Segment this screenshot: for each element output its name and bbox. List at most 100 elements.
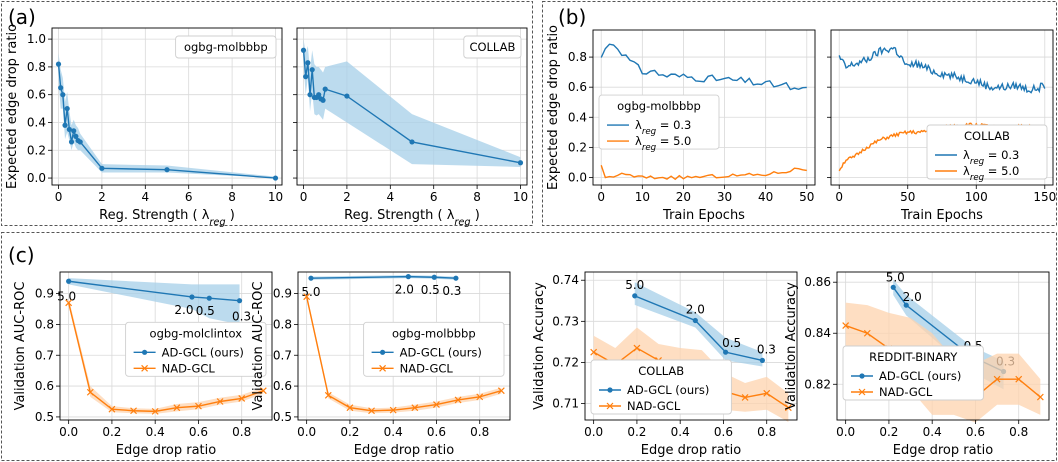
series-1-point: [453, 275, 459, 281]
y-tick-label: 0.8: [568, 50, 587, 64]
x-tick-label: 4: [141, 190, 149, 204]
legend-marker: [141, 364, 149, 372]
series-1-point: [99, 165, 105, 171]
x-tick-label: 0.4: [671, 425, 690, 439]
y-tick-label: 0.0: [568, 170, 587, 184]
series-2-point: [324, 391, 332, 399]
x-tick-label: 10: [635, 190, 650, 204]
x-tick-label: 6: [185, 190, 193, 204]
y-tick-label: 0.5: [273, 410, 292, 424]
y-tick-label: 0.8: [273, 317, 292, 331]
panel-a-frame: [1, 1, 533, 226]
x-tick-label: 0.0: [59, 425, 78, 439]
series-1-point: [903, 302, 909, 308]
y-tick-label: 0.9: [35, 287, 54, 301]
x-tick-label: 40: [758, 190, 773, 204]
series-2-point: [433, 401, 440, 409]
y-tick-label: 0.8: [27, 60, 46, 74]
y-tick-label: 1.0: [27, 32, 46, 46]
series-2-point: [633, 344, 641, 352]
y-tick-label: 0.84: [804, 326, 831, 340]
series-2-point: [216, 398, 224, 405]
series-1-line: [57, 64, 276, 179]
series-2-point: [993, 375, 1001, 383]
point-label: 2.0: [686, 303, 705, 317]
series-2-point: [784, 404, 792, 412]
series-2-point: [411, 404, 419, 412]
legend-label: λreg = 0.3: [963, 148, 1019, 167]
y-tick-label: 0.7: [35, 348, 54, 362]
axes-box: [836, 271, 1050, 421]
series-1-point: [236, 298, 243, 304]
y-tick-label: 0.4: [568, 110, 587, 124]
point-label: 5.0: [886, 270, 905, 284]
series-2-point: [476, 393, 484, 401]
axes-box: [296, 27, 528, 186]
x-tick-label: 6: [430, 190, 438, 204]
chart-7: 5.0 2.0 0.5 0.3 0.0 0.2 0.4 0.6 0.8 0.71 0.72 0.73 0…: [532, 271, 798, 458]
legend-marker: [859, 373, 865, 379]
x-tick-label: 0.4: [384, 425, 403, 439]
series-1-point: [308, 275, 314, 281]
legend: ogbg-molclintox AD-GCL (ours) NAD-GCL: [125, 321, 267, 377]
point-label: 0.5: [722, 336, 741, 350]
point-label: 2.0: [395, 283, 414, 297]
legend-title: REDDIT-BINARY: [869, 350, 958, 364]
x-tick-label: 0.2: [879, 425, 898, 439]
x-axis-label: Edge drop ratio: [116, 443, 217, 458]
series-1-point: [66, 126, 72, 133]
x-tick-label: 10: [513, 190, 528, 204]
series-1-point: [68, 139, 75, 145]
y-tick-label: 0.71: [552, 397, 579, 411]
series-1-line: [310, 275, 456, 279]
legend-label: AD-GCL (ours): [162, 345, 244, 359]
dataset-label: ogbg-molbbbp: [184, 40, 268, 54]
point-label: 2.0: [903, 290, 922, 304]
y-tick-label: 0.6: [273, 379, 292, 393]
series-1-point: [309, 67, 315, 73]
x-tick-label: 0.0: [297, 425, 316, 439]
series-2-point: [130, 407, 137, 415]
series-1-point: [60, 92, 66, 98]
y-axis-label: Validation AUC-ROC: [251, 282, 266, 411]
axes-box: [59, 271, 273, 421]
y-axis-label: Validation Accuracy: [532, 282, 547, 410]
x-axis-label: Edge drop ratio: [354, 443, 455, 458]
x-tick-label: 0: [597, 190, 605, 204]
series-1-point: [320, 97, 326, 103]
x-tick-label: 30: [717, 190, 732, 204]
x-tick-label: 0.2: [102, 425, 121, 439]
panel-label-a: (a): [8, 5, 36, 29]
legend-box: [590, 359, 732, 415]
series-2-point: [195, 402, 202, 410]
series-1-band: [68, 278, 240, 325]
x-tick-label: 0.6: [966, 425, 985, 439]
series-2-point: [259, 387, 267, 395]
x-tick-label: 20: [676, 190, 691, 204]
y-tick-label: 0.5: [35, 410, 54, 424]
point-label: 2.0: [174, 303, 193, 317]
x-axis-label: Reg. Strength ( λreg ): [99, 208, 235, 228]
x-tick-label: 2: [98, 190, 106, 204]
series-1-point: [73, 133, 79, 139]
legend-title: ogbg-molbbbp: [617, 99, 701, 113]
x-tick-label: 150: [1033, 190, 1056, 204]
series-1-point: [305, 60, 311, 66]
series-1-point: [405, 274, 411, 280]
legend-marker: [606, 402, 614, 410]
x-tick-label: 50: [900, 190, 915, 204]
legend-label: NAD-GCL: [627, 399, 681, 413]
legend-box: [363, 321, 505, 377]
series-2-point: [86, 388, 94, 396]
series-2-point: [238, 394, 246, 402]
y-tick-label: 0.6: [35, 379, 54, 393]
y-tick-label: 0.7: [273, 348, 292, 362]
legend-label: λreg = 0.3: [635, 118, 691, 137]
x-tick-label: 0.2: [627, 425, 646, 439]
series-1-point: [322, 86, 328, 92]
series-2-line: [305, 296, 502, 412]
legend-label: NAD-GCL: [162, 361, 216, 375]
series-1-point: [692, 317, 698, 324]
series-1-point: [272, 175, 279, 181]
